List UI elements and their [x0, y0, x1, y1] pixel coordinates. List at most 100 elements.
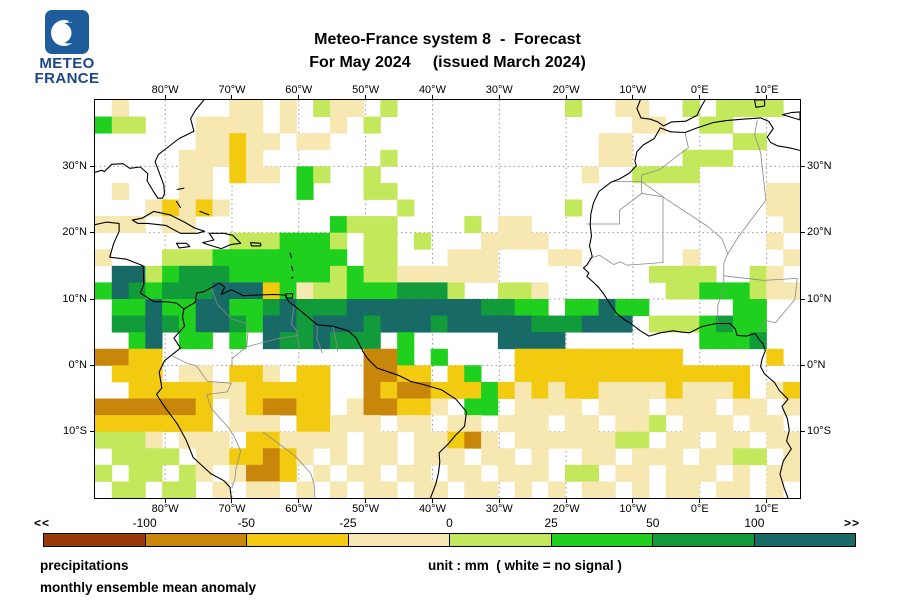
grid-cell	[346, 332, 364, 350]
grid-cell	[229, 265, 247, 283]
grid-cell	[615, 365, 633, 383]
grid-cell	[313, 100, 331, 117]
grid-cell	[380, 265, 398, 283]
lon-tick-label: 0°E	[690, 84, 709, 96]
grid-cell	[162, 216, 180, 234]
grid-cell	[481, 381, 499, 399]
grid-cell	[262, 282, 281, 300]
colorbar-underflow-arrow: <<	[34, 516, 51, 530]
grid-cell	[229, 116, 247, 134]
grid-cell	[380, 398, 398, 416]
grid-cell	[330, 332, 348, 350]
grid-cell	[330, 249, 348, 267]
grid-cell	[262, 265, 281, 283]
grid-cell	[279, 448, 297, 466]
grid-cell	[128, 398, 146, 416]
grid-cell	[111, 265, 129, 283]
grid-cell	[229, 448, 247, 466]
axis-tick	[231, 498, 233, 503]
grid-cell	[665, 481, 683, 498]
grid-cell	[699, 365, 717, 383]
grid-cell	[665, 448, 683, 466]
grid-cell	[330, 315, 348, 333]
grid-cell	[145, 332, 163, 350]
grid-cell	[162, 249, 180, 267]
grid-cell	[632, 365, 650, 383]
grid-cell	[178, 398, 197, 416]
grid-cell	[615, 299, 633, 316]
country-border	[172, 355, 242, 488]
grid-cell	[397, 199, 415, 217]
grid-cell	[128, 365, 146, 383]
grid-cell	[346, 398, 364, 416]
grid-cell	[363, 415, 381, 433]
grid-cell	[380, 365, 398, 383]
brand-text: METEO FRANCE	[12, 56, 122, 86]
grid-cell	[615, 415, 633, 433]
grid-cell	[346, 100, 364, 117]
grid-cell	[229, 299, 247, 316]
grid-cell	[665, 464, 683, 482]
grid-cell	[682, 464, 700, 482]
grid-cell	[195, 464, 213, 482]
grid-cell	[363, 182, 381, 200]
grid-cell	[716, 149, 734, 167]
axis-tick	[231, 95, 233, 100]
grid-cell	[732, 282, 751, 300]
grid-cell	[732, 365, 751, 383]
grid-cell	[145, 265, 163, 283]
grid-cell	[346, 265, 364, 283]
grid-cell	[464, 464, 482, 482]
grid-cell	[447, 299, 465, 316]
lon-tick-label: 10°E	[754, 503, 779, 515]
grid-cell	[531, 282, 549, 300]
grid-cell	[413, 448, 432, 466]
grid-cell	[699, 116, 717, 134]
lon-tick-label: 80°W	[151, 503, 179, 515]
grid-cell	[195, 199, 213, 217]
country-border	[332, 325, 339, 352]
axis-tick	[298, 498, 300, 503]
grid-cell	[212, 431, 230, 449]
grid-cell	[330, 481, 348, 498]
axis-tick	[800, 232, 805, 234]
grid-cell	[363, 365, 381, 383]
axis-tick	[90, 232, 95, 234]
grid-cell	[497, 299, 516, 316]
grid-cell	[716, 448, 734, 466]
grid-cell	[313, 166, 331, 184]
grid-cell	[212, 116, 230, 134]
grid-cell	[514, 332, 532, 350]
grid-cell	[128, 448, 146, 466]
grid-cell	[581, 365, 599, 383]
grid-cell	[430, 299, 448, 316]
grid-cell	[279, 100, 297, 117]
grid-cell	[682, 481, 700, 498]
grid-cell	[145, 448, 163, 466]
grid-cell	[229, 149, 247, 167]
grid-cell	[749, 265, 767, 283]
axis-tick	[498, 95, 500, 100]
axis-tick	[90, 298, 95, 300]
grid-cell	[111, 299, 129, 316]
grid-cell	[313, 381, 331, 399]
grid-cell	[615, 381, 633, 399]
grid-cell	[128, 415, 146, 433]
grid-cell	[246, 149, 264, 167]
grid-cell	[195, 448, 213, 466]
grid-cell	[296, 398, 314, 416]
grid-cell	[413, 265, 432, 283]
grid-cell	[162, 199, 180, 217]
grid-cell	[195, 182, 213, 200]
grid-cell	[246, 315, 264, 333]
lat-tick-label: 20°N	[62, 226, 87, 239]
grid-cell	[279, 282, 297, 300]
grid-cell	[111, 448, 129, 466]
grid-cell	[397, 332, 415, 350]
country-border	[758, 277, 798, 332]
grid-cell	[632, 464, 650, 482]
grid-cell	[648, 365, 667, 383]
grid-cell	[565, 365, 583, 383]
grid-cell	[548, 431, 566, 449]
